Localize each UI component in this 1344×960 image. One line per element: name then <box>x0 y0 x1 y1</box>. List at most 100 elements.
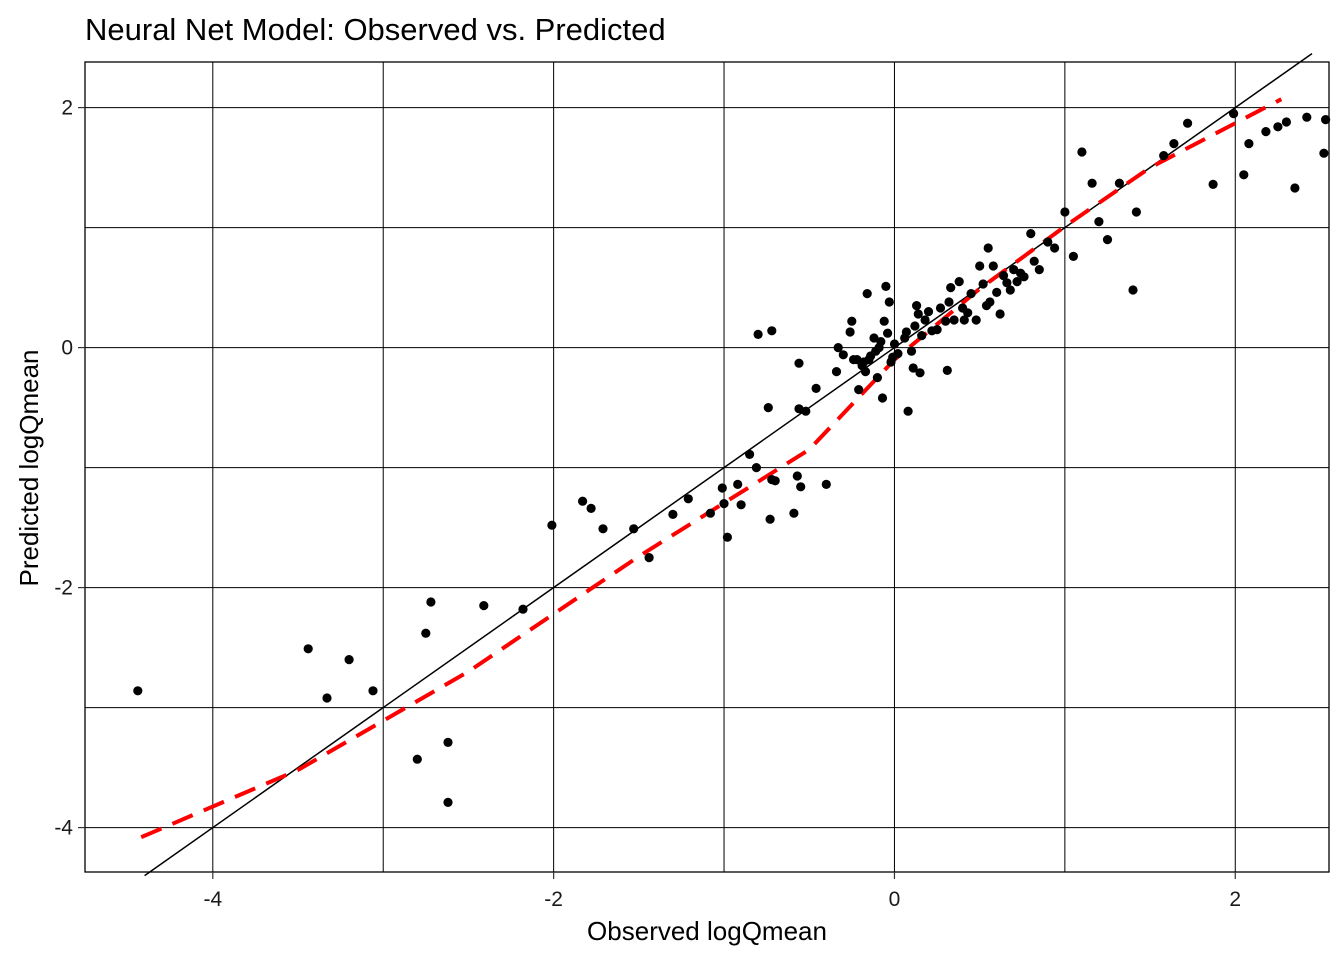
data-point <box>879 316 889 326</box>
data-point <box>833 343 843 353</box>
data-point <box>1319 148 1329 158</box>
data-point <box>923 307 934 317</box>
data-point <box>971 315 981 325</box>
data-point <box>847 316 857 326</box>
data-point <box>959 315 969 325</box>
data-point <box>717 483 727 493</box>
data-point <box>883 328 893 338</box>
data-point <box>908 363 918 373</box>
data-point <box>949 315 959 325</box>
data-point <box>869 333 879 343</box>
data-point <box>368 686 378 696</box>
data-point <box>1229 109 1239 119</box>
data-point <box>1208 179 1218 189</box>
data-point <box>906 346 917 356</box>
data-point <box>860 367 871 377</box>
data-point <box>862 289 872 299</box>
data-point <box>893 349 903 359</box>
data-point <box>789 508 799 518</box>
data-point <box>995 309 1005 319</box>
data-point <box>794 358 804 368</box>
data-point <box>912 301 922 311</box>
data-point <box>1087 178 1097 188</box>
x-tick-label: 2 <box>1229 888 1241 911</box>
data-point <box>1009 265 1019 275</box>
data-point <box>1060 207 1070 217</box>
data-point <box>705 508 716 518</box>
data-point <box>1114 178 1124 188</box>
data-point <box>796 482 806 492</box>
data-point <box>821 479 831 489</box>
data-point <box>1131 207 1141 217</box>
data-point <box>443 797 453 808</box>
data-point <box>889 339 900 349</box>
data-point <box>884 297 894 307</box>
data-point <box>133 686 143 696</box>
fit-line-dashed <box>140 97 1283 840</box>
data-point <box>992 287 1002 297</box>
data-point <box>547 520 557 530</box>
data-point <box>963 308 973 318</box>
data-point <box>1321 115 1331 125</box>
data-point <box>1019 272 1029 282</box>
data-point <box>1302 112 1312 122</box>
plot-border <box>84 61 1330 873</box>
data-point <box>1261 127 1271 137</box>
data-point <box>838 350 848 360</box>
data-point <box>722 532 733 542</box>
y-tick-label: 0 <box>61 337 73 360</box>
plot-panel <box>85 62 1329 872</box>
y-tick-label: -4 <box>54 817 73 840</box>
data-point <box>920 315 930 325</box>
data-point <box>322 693 332 703</box>
data-point <box>765 514 775 524</box>
grid <box>85 62 1329 872</box>
data-point <box>1281 117 1291 127</box>
data-point <box>801 406 811 416</box>
data-point <box>763 403 773 413</box>
data-point <box>877 393 888 403</box>
data-point <box>915 368 925 378</box>
data-point <box>903 406 913 416</box>
data-point <box>932 325 942 335</box>
data-point <box>303 644 313 654</box>
data-point <box>876 337 886 347</box>
data-point <box>1273 122 1283 132</box>
data-point <box>1077 147 1087 157</box>
data-point <box>683 494 693 504</box>
data-point <box>881 281 891 291</box>
data-point <box>872 373 883 383</box>
data-point <box>1029 256 1039 266</box>
data-point <box>1002 278 1012 288</box>
y-tick-label: -2 <box>54 577 73 600</box>
data-point <box>770 476 780 486</box>
data-point <box>854 385 864 395</box>
data-point <box>946 283 956 293</box>
data-point <box>753 329 763 339</box>
x-tick-label: 0 <box>889 888 901 911</box>
data-point <box>443 737 453 748</box>
data-point <box>344 655 354 665</box>
data-point <box>745 449 755 459</box>
data-point <box>935 303 946 313</box>
data-point <box>1050 243 1060 253</box>
data-point <box>845 327 855 337</box>
data-point <box>954 277 964 287</box>
data-point <box>985 297 995 307</box>
data-point <box>1094 217 1104 227</box>
data-point <box>998 271 1009 281</box>
chart-title: Neural Net Model: Observed vs. Predicted <box>85 12 666 47</box>
data-point <box>901 327 912 337</box>
data-point <box>910 321 920 331</box>
y-tick-label: 2 <box>61 97 73 120</box>
data-point <box>1244 139 1254 149</box>
data-point <box>668 509 678 519</box>
data-point <box>988 261 998 271</box>
data-point <box>1005 285 1015 295</box>
data-point <box>978 279 988 289</box>
data-point <box>1026 229 1036 239</box>
data-point <box>751 463 762 473</box>
data-point <box>518 604 528 614</box>
data-point <box>1183 118 1193 128</box>
